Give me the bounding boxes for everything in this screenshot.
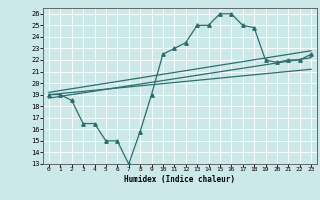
X-axis label: Humidex (Indice chaleur): Humidex (Indice chaleur) [124, 175, 236, 184]
